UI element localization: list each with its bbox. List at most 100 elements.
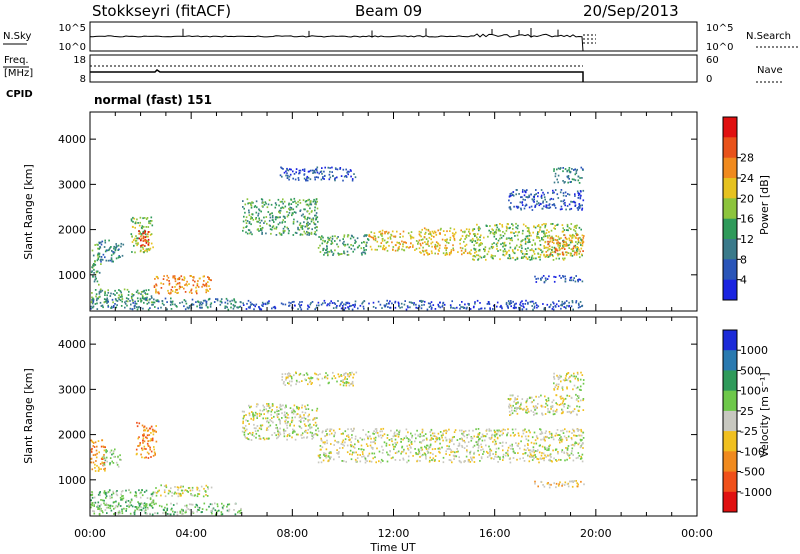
nsky-label: N.Sky xyxy=(3,31,31,42)
time-axis-label: Time UT xyxy=(369,541,415,554)
y-tick-label: 2000 xyxy=(58,224,86,237)
power-colorbar-segment xyxy=(723,279,737,301)
power-echo-region xyxy=(242,299,584,311)
velocity-echo-region xyxy=(154,484,213,498)
colorbar-tick-label: 20 xyxy=(740,192,754,205)
power-echo-region xyxy=(469,222,584,261)
nave-label: Nave xyxy=(757,65,783,76)
nsearch-tick-high: 10^5 xyxy=(706,23,733,34)
colorbar-tick-label: -25 xyxy=(740,425,758,438)
y-tick-label: 1000 xyxy=(58,474,86,487)
power-ylabel: Slant Range [km] xyxy=(22,164,35,260)
velocity-echo-region xyxy=(90,502,242,516)
velocity-echo-region xyxy=(135,421,158,459)
velocity-echo-region xyxy=(534,480,585,489)
nave-tick-high: 60 xyxy=(706,55,719,66)
velocity-colorbar-segment xyxy=(723,491,737,513)
power-echo-region xyxy=(90,297,242,311)
velocity-colorbar-segment xyxy=(723,330,737,351)
time-tick-label: 16:00 xyxy=(479,527,511,540)
power-colorbar-frame xyxy=(722,116,738,301)
colorbar-tick-label: 12 xyxy=(740,233,754,246)
power-echo-region xyxy=(545,234,585,257)
time-axis-tick-labels: 00:00 04:00 08:00 12:00 16:00 20:00 00:00 xyxy=(74,527,713,540)
y-tick-label: 3000 xyxy=(58,383,86,396)
velocity-colorbar-segment xyxy=(723,471,737,493)
velocity-colorbar-segment xyxy=(723,410,737,432)
power-echo-region xyxy=(138,230,150,247)
power-echo-region xyxy=(90,288,155,304)
freq-label-line1: Freq. xyxy=(4,55,29,66)
power-colorbar-segment xyxy=(723,198,737,220)
power-colorbar-label: Power [dB] xyxy=(758,175,771,235)
power-colorbar-segment xyxy=(723,178,737,199)
time-tick-label: 12:00 xyxy=(378,527,410,540)
power-colorbar-segment xyxy=(723,259,737,281)
velocity-echo-region xyxy=(507,393,585,416)
colorbar-tick-label: 24 xyxy=(740,172,754,185)
colorbar-tick-label: 16 xyxy=(740,213,754,226)
power-echo-region xyxy=(153,274,212,295)
nsky-tick-low: 10^0 xyxy=(59,42,86,53)
colorbar-tick-label: 25 xyxy=(740,405,754,418)
beam-label: Beam 09 xyxy=(355,2,422,20)
colorbar-tick-label: -500 xyxy=(740,466,765,479)
power-echo-region xyxy=(279,166,357,182)
power-colorbar-segment xyxy=(723,137,737,159)
station-title: Stokkseyri (fitACF) xyxy=(92,2,231,20)
velocity-ylabel: Slant Range [km] xyxy=(22,368,35,464)
nsky-trace xyxy=(89,28,584,52)
power-echo-region xyxy=(97,239,125,263)
power-echo-region xyxy=(242,197,319,236)
velocity-echo-region xyxy=(281,371,358,387)
velocity-colorbar: 1000 500 100 25 -25 -100 -500 -1000 xyxy=(722,329,772,513)
nsearch-label: N.Search xyxy=(746,31,791,42)
velocity-echo-region xyxy=(90,488,155,509)
y-tick-label: 2000 xyxy=(58,429,86,442)
colorbar-tick-label: 8 xyxy=(740,253,747,266)
nsearch-trace xyxy=(583,34,596,44)
power-axis-ticks: 1000 2000 3000 4000 xyxy=(58,112,698,311)
power-panel: 1000 2000 3000 4000 Slant Range [km] 4 8 12 16… xyxy=(22,111,771,312)
velocity-plot-frame xyxy=(89,316,698,517)
power-echo-region xyxy=(534,274,584,284)
velocity-colorbar-segment xyxy=(723,390,737,412)
velocity-colorbar-segment xyxy=(723,350,737,371)
velocity-data-layer xyxy=(90,371,585,516)
velocity-echo-region xyxy=(90,439,106,472)
cpid-label: CPID xyxy=(6,89,33,100)
freq-tick-high: 18 xyxy=(73,55,86,66)
velocity-panel: 1000 2000 3000 4000 Slant Range [km] 1000 50… xyxy=(22,316,772,517)
time-tick-label: 08:00 xyxy=(276,527,308,540)
velocity-echo-region xyxy=(102,448,122,468)
date-label: 20/Sep/2013 xyxy=(583,2,679,20)
power-plot-frame xyxy=(89,111,698,312)
velocity-colorbar-label: Velocity [m s⁻¹] xyxy=(758,372,771,457)
time-tick-label: 00:00 xyxy=(681,527,713,540)
velocity-colorbar-segment xyxy=(723,370,737,392)
colorbar-tick-label: 500 xyxy=(740,364,761,377)
power-echo-region xyxy=(317,234,370,257)
y-tick-label: 3000 xyxy=(58,178,86,191)
power-colorbar-segment xyxy=(723,218,737,240)
colorbar-tick-label: -100 xyxy=(740,445,765,458)
power-echo-region xyxy=(553,166,584,184)
colorbar-tick-label: -1000 xyxy=(740,486,772,499)
y-tick-label: 4000 xyxy=(58,338,86,351)
power-colorbar-segment xyxy=(723,239,737,260)
freq-trace xyxy=(90,69,584,82)
colorbar-tick-label: 100 xyxy=(740,385,761,398)
y-tick-label: 1000 xyxy=(58,269,86,282)
freq-tick-low: 8 xyxy=(80,74,86,85)
time-tick-label: 00:00 xyxy=(74,527,106,540)
time-tick-label: 20:00 xyxy=(580,527,612,540)
velocity-axis-ticks: 1000 2000 3000 4000 xyxy=(58,317,698,516)
power-echo-region xyxy=(419,227,471,256)
power-data-layer xyxy=(90,166,585,311)
colorbar-tick-label: 4 xyxy=(740,274,747,287)
nave-tick-low: 0 xyxy=(706,74,712,85)
colorbar-tick-label: 28 xyxy=(740,152,754,165)
velocity-echo-region xyxy=(553,371,585,391)
time-tick-label: 04:00 xyxy=(175,527,207,540)
freq-panel-frame xyxy=(89,54,698,83)
